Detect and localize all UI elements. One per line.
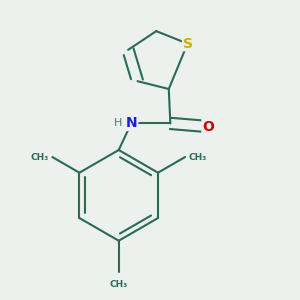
Text: H: H [114, 118, 122, 128]
Text: CH₃: CH₃ [31, 152, 49, 161]
Text: N: N [126, 116, 138, 130]
Text: S: S [182, 37, 193, 51]
Text: CH₃: CH₃ [188, 152, 206, 161]
Text: CH₃: CH₃ [110, 280, 128, 289]
Text: O: O [202, 119, 214, 134]
